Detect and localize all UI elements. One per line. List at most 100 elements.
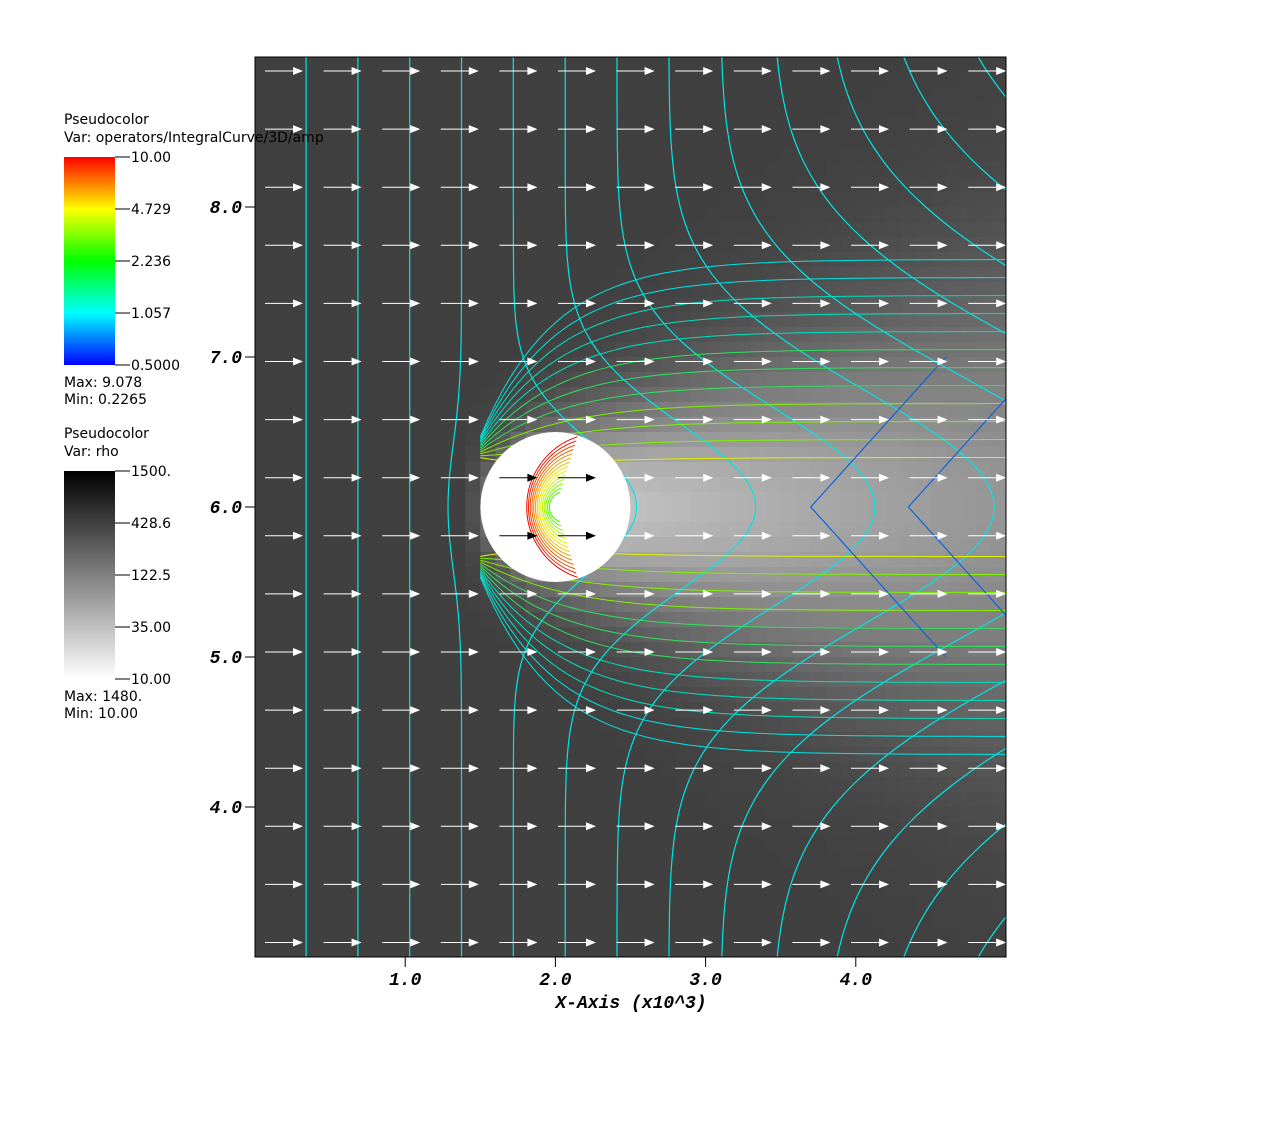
density-cell <box>870 282 887 298</box>
density-cell <box>975 852 992 868</box>
density-cell <box>465 567 481 583</box>
density-cell <box>315 207 331 223</box>
density-cell <box>375 792 391 808</box>
density-cell <box>465 792 481 808</box>
density-cell <box>975 372 992 388</box>
density-cell <box>780 777 797 793</box>
density-cell <box>975 282 992 298</box>
density-cell <box>300 252 316 268</box>
density-cell <box>495 687 511 703</box>
density-cell <box>330 492 346 508</box>
density-cell <box>630 87 647 103</box>
legend-tick-label: 428.6 <box>131 516 171 532</box>
density-cell <box>675 777 692 793</box>
density-cell <box>975 762 992 778</box>
vector-head <box>293 648 303 656</box>
density-cell <box>855 792 872 808</box>
density-cell <box>645 807 662 823</box>
density-cell <box>585 747 602 763</box>
vector-head <box>937 183 948 192</box>
density-cell <box>285 837 301 853</box>
density-cell <box>360 117 376 133</box>
density-cell <box>465 102 481 118</box>
density-cell <box>630 642 647 658</box>
vector-head <box>586 589 596 598</box>
density-cell <box>840 312 857 328</box>
density-cell <box>735 492 752 508</box>
density-cell <box>675 207 692 223</box>
vector-head <box>761 183 772 192</box>
density-cell <box>315 852 331 868</box>
density-cell <box>630 807 647 823</box>
density-cell <box>645 507 662 523</box>
density-cell <box>750 387 767 403</box>
density-cell <box>540 87 556 103</box>
density-cell <box>765 777 782 793</box>
density-cell <box>420 612 436 628</box>
density-cell <box>300 807 316 823</box>
density-cell <box>495 717 511 733</box>
density-cell <box>735 537 752 553</box>
density-cell <box>660 297 677 313</box>
density-cell <box>720 402 737 418</box>
density-cell <box>600 252 617 268</box>
density-cell <box>495 222 511 238</box>
density-cell <box>810 102 827 118</box>
density-cell <box>405 807 421 823</box>
density-cell <box>675 402 692 418</box>
density-cell <box>960 87 977 103</box>
density-cell <box>405 612 421 628</box>
density-cell <box>870 372 887 388</box>
density-cell <box>780 792 797 808</box>
density-cell <box>420 282 436 298</box>
density-cell <box>630 357 647 373</box>
density-cell <box>600 747 617 763</box>
density-cell <box>975 327 992 343</box>
density-cell <box>945 102 962 118</box>
density-cell <box>810 612 827 628</box>
density-cell <box>480 192 496 208</box>
density-cell <box>255 942 271 957</box>
density-cell <box>945 642 962 658</box>
density-cell <box>315 297 331 313</box>
density-cell <box>420 507 436 523</box>
density-cell <box>930 192 947 208</box>
density-cell <box>360 672 376 688</box>
density-cell <box>780 342 797 358</box>
density-cell <box>720 942 737 957</box>
density-cell <box>360 732 376 748</box>
density-cell <box>660 192 677 208</box>
vector-head <box>644 822 655 831</box>
density-cell <box>330 282 346 298</box>
density-cell <box>915 162 932 178</box>
density-cell <box>330 672 346 688</box>
density-cell <box>465 87 481 103</box>
density-cell <box>990 312 1006 328</box>
density-cell <box>720 657 737 673</box>
vector-head <box>937 589 948 598</box>
density-cell <box>615 72 632 88</box>
density-cell <box>780 297 797 313</box>
density-cell <box>255 477 271 493</box>
density-cell <box>840 732 857 748</box>
density-cell <box>435 147 451 163</box>
density-cell <box>645 672 662 688</box>
density-cell <box>735 402 752 418</box>
density-cell <box>345 687 361 703</box>
density-cell <box>480 822 496 838</box>
density-cell <box>660 102 677 118</box>
density-cell <box>885 192 902 208</box>
density-cell <box>780 492 797 508</box>
density-cell <box>285 222 301 238</box>
density-cell <box>315 882 331 898</box>
density-cell <box>375 837 391 853</box>
density-cell <box>495 117 511 133</box>
density-cell <box>315 537 331 553</box>
density-cell <box>675 792 692 808</box>
density-cell <box>375 627 391 643</box>
density-cell <box>630 207 647 223</box>
density-cell <box>945 822 962 838</box>
density-cell <box>675 837 692 853</box>
vector-head <box>703 764 714 773</box>
density-cell <box>825 612 842 628</box>
